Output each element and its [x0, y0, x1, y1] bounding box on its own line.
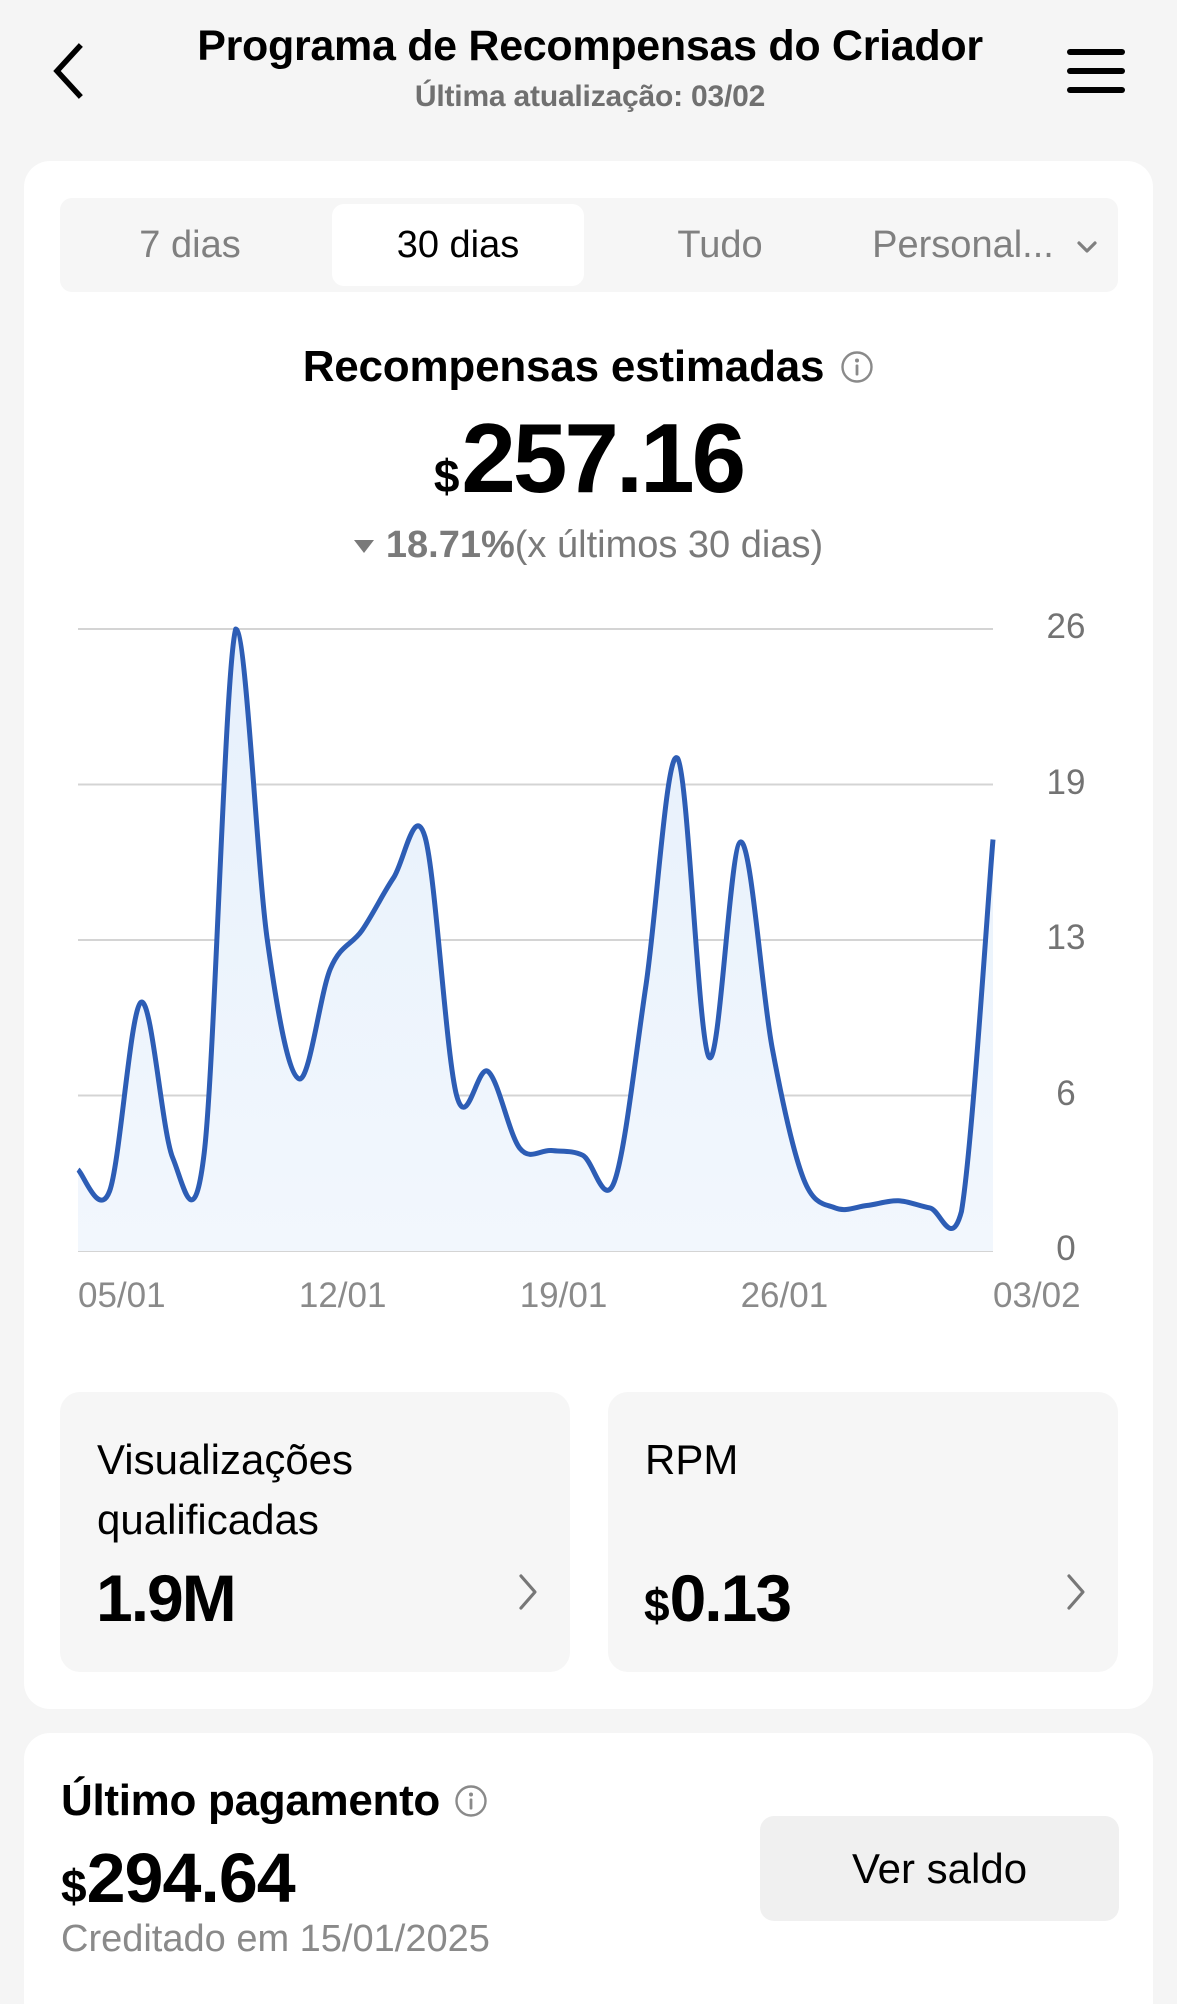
hamburger-menu-icon-bar [1067, 87, 1125, 93]
x-axis-label: 05/01 [78, 1276, 166, 1315]
chevron-down-icon [1077, 241, 1097, 253]
tab-custom-dropdown[interactable]: Personal... [860, 204, 1110, 286]
tab-label: 7 dias [139, 223, 241, 266]
page-title: Programa de Recompensas do Criador [197, 22, 983, 70]
estimated-rewards-label: Recompensas estimadas [302, 342, 825, 391]
amount-value: 257.16 [461, 403, 746, 513]
info-icon[interactable] [454, 1784, 488, 1818]
y-axis-label: 6 [1056, 1073, 1076, 1113]
currency-symbol: $ [644, 1579, 670, 1631]
y-axis-label: 0 [1056, 1229, 1076, 1268]
view-balance-button[interactable]: Ver saldo [760, 1816, 1119, 1921]
chart-area-fill [78, 629, 993, 1251]
x-axis-label: 12/01 [298, 1276, 387, 1315]
card-title: RPM [645, 1436, 739, 1483]
tab-label: Personal... [872, 223, 1054, 266]
metric-value: 0.13 [669, 1561, 792, 1635]
card-title: Visualizações qualificadas [97, 1436, 354, 1543]
tab-30-days[interactable]: 30 dias [332, 204, 584, 286]
chevron-right-icon [1067, 1574, 1085, 1610]
y-axis-label: 19 [1046, 762, 1086, 802]
estimated-rewards-heading: Recompensas estimadas [24, 342, 1153, 392]
period-tabs: 7 dias 30 dias Tudo Personal... [60, 198, 1118, 292]
back-button[interactable] [40, 38, 96, 104]
triangle-down-icon [353, 540, 374, 553]
menu-button[interactable] [1056, 36, 1136, 106]
info-icon[interactable] [840, 350, 874, 384]
chevron-right-icon [519, 1574, 537, 1610]
card-value: 1.9M [96, 1560, 237, 1636]
hamburger-menu-icon-bar [1067, 68, 1125, 74]
y-axis-label: 26 [1046, 607, 1086, 646]
chart-plot [76, 626, 996, 1252]
change-context: (x últimos 30 dias) [514, 524, 824, 566]
amount-value: 294.64 [86, 1839, 296, 1917]
credited-date: Creditado em 15/01/2025 [61, 1918, 490, 1960]
last-payment-label: Último pagamento [61, 1776, 440, 1825]
estimated-rewards-amount: $ 257.16 [24, 403, 1153, 513]
metric-value: 1.9M [96, 1561, 237, 1635]
last-updated-text: Última atualização: 03/02 [414, 80, 766, 113]
card-value: $ 0.13 [644, 1560, 792, 1636]
currency-symbol: $ [433, 450, 460, 502]
currency-symbol: $ [61, 1860, 87, 1912]
tab-7-days[interactable]: 7 dias [60, 204, 320, 286]
hamburger-menu-icon [1067, 49, 1125, 55]
x-axis-label: 19/01 [519, 1276, 608, 1315]
qualified-views-card[interactable]: Visualizações qualificadas 1.9M [60, 1392, 570, 1672]
change-percent: 18.71% [385, 524, 515, 566]
tab-label: Tudo [677, 223, 763, 266]
rpm-card[interactable]: RPM $ 0.13 [608, 1392, 1118, 1672]
rewards-chart[interactable]: 26 19 13 6 0 05/01 12/01 19/01 26/01 03/02 [0, 600, 1177, 1340]
last-payment-amount: $ 294.64 [61, 1838, 296, 1918]
last-payment-heading: Último pagamento [61, 1776, 488, 1826]
x-axis-label: 03/02 [993, 1276, 1081, 1315]
tab-all[interactable]: Tudo [600, 204, 840, 286]
y-axis-label: 13 [1046, 918, 1086, 957]
x-axis-label: 26/01 [740, 1276, 829, 1315]
chart-line [76, 626, 996, 1231]
change-indicator: 18.71% (x últimos 30 dias) [24, 524, 1153, 567]
chevron-left-icon [53, 43, 83, 99]
tab-label: 30 dias [396, 223, 520, 266]
